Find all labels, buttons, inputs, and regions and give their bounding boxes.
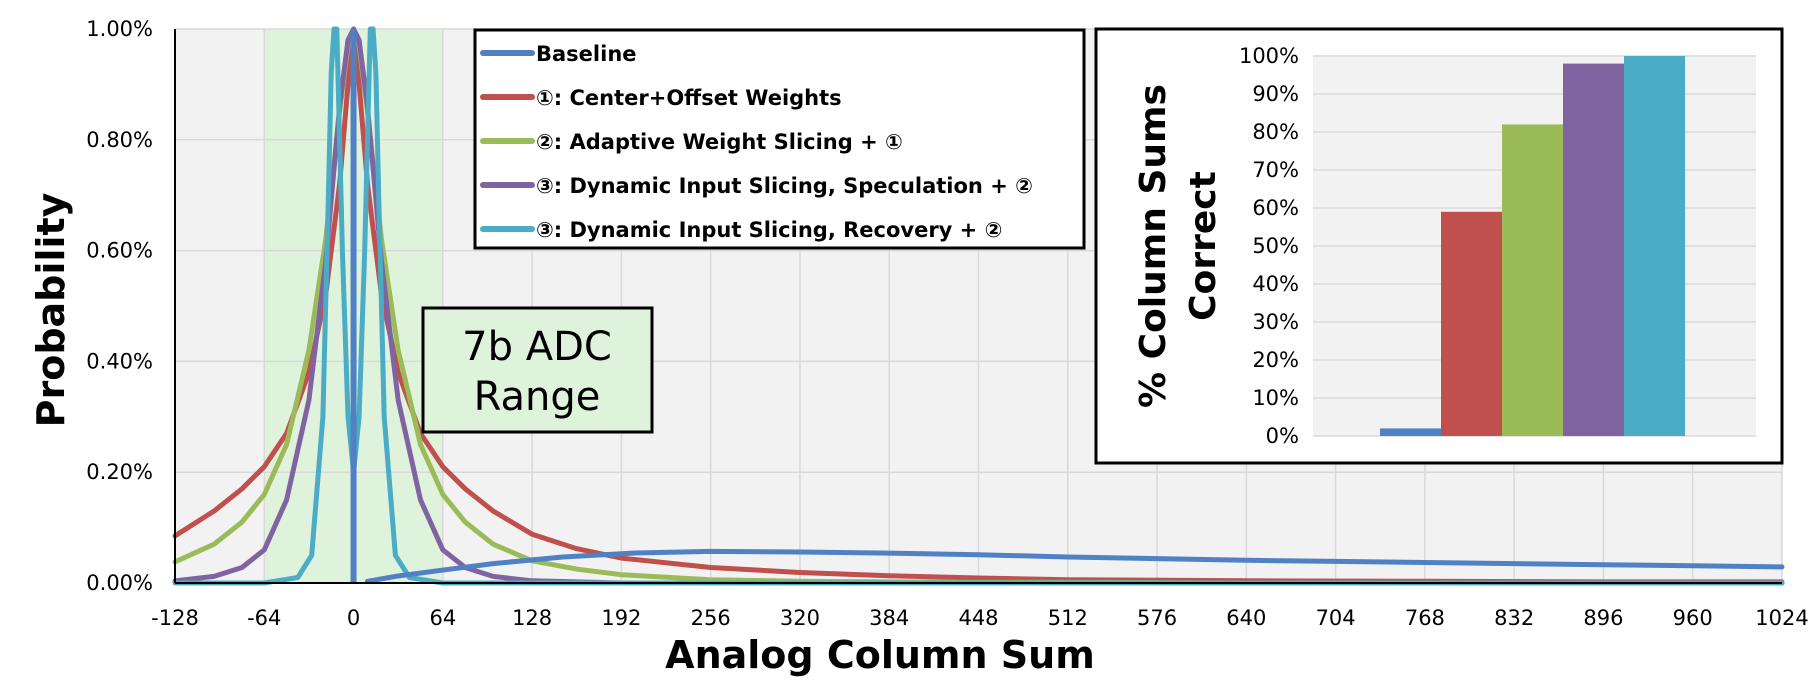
x-tick-label: 896 [1583, 606, 1623, 630]
legend-label: ②: Adaptive Weight Slicing + ① [536, 130, 903, 154]
y-tick-label: 0.60% [86, 239, 153, 263]
inset-y-tick-labels: 0% 10% 20% 30% 40% 50% 60% 70% 80% 90% 100% [1239, 44, 1299, 448]
x-tick-label: 192 [601, 606, 641, 630]
adc-range-box-frame [421, 306, 654, 434]
x-tick-label: 640 [1226, 606, 1266, 630]
y-tick-label: 0.20% [86, 460, 153, 484]
y-tick-label: 0.00% [86, 571, 153, 595]
x-tick-label: 128 [512, 606, 552, 630]
x-tick-label: 0 [347, 606, 360, 630]
legend-label: ③: Dynamic Input Slicing, Speculation + … [536, 174, 1033, 198]
inset-y-tick-label: 100% [1239, 44, 1299, 68]
inset-y-tick-label: 60% [1252, 196, 1299, 220]
x-tick-label: 320 [780, 606, 820, 630]
legend-frame [473, 28, 1086, 250]
inset-y-tick-label: 30% [1252, 310, 1299, 334]
inset-y-tick-label: 40% [1252, 272, 1299, 296]
x-tick-label: 256 [691, 606, 731, 630]
axes [174, 29, 1782, 584]
inset-y-tick-label: 70% [1252, 158, 1299, 182]
inset-bar-0 [1380, 428, 1441, 436]
inset-y-tick-label: 0% [1266, 424, 1299, 448]
x-tick-label: 768 [1405, 606, 1445, 630]
x-tick-labels: -128 -64 0 64 128 192 256 320 384 448 512 576 640 704… [151, 606, 1809, 630]
y-tick-label: 1.00% [86, 17, 153, 41]
inset-bar-1 [1441, 211, 1502, 436]
x-tick-label: 384 [869, 606, 909, 630]
x-tick-label: 64 [429, 606, 456, 630]
inset-bar-3 [1563, 63, 1624, 436]
adc-range-label-line1: 7b ADC [462, 324, 612, 370]
x-tick-label: 1024 [1755, 606, 1808, 630]
inset-bar-4 [1624, 56, 1685, 436]
adc-range-label-line2: Range [474, 374, 601, 420]
inset-y-tick-label: 50% [1252, 234, 1299, 258]
x-tick-label: 832 [1494, 606, 1534, 630]
inset-y-tick-label: 20% [1252, 348, 1299, 372]
x-tick-label: -128 [151, 606, 199, 630]
y-tick-label: 0.40% [86, 349, 153, 373]
legend-label: ①: Center+Offset Weights [536, 86, 842, 110]
inset-y-axis-title-line2: Correct [1183, 171, 1224, 321]
y-tick-label: 0.80% [86, 128, 153, 152]
x-tick-label: 704 [1316, 606, 1356, 630]
adc-range-box: 7b ADC Range [421, 306, 654, 434]
inset-y-tick-label: 10% [1252, 386, 1299, 410]
inset-bar-chart: 0% 10% 20% 30% 40% 50% 60% 70% 80% 90% 100% % Colu… [1094, 27, 1784, 465]
y-tick-labels: 0.00% 0.20% 0.40% 0.60% 0.80% 1.00% [86, 17, 153, 595]
x-tick-label: 576 [1137, 606, 1177, 630]
legend-label: Baseline [536, 42, 637, 66]
y-axis-title: Probability [29, 192, 73, 427]
legend-items: Baseline ①: Center+Offset Weights ②: Adapt… [480, 42, 1033, 242]
inset-bar-2 [1502, 124, 1563, 437]
legend-label: ③: Dynamic Input Slicing, Recovery + ② [536, 218, 1002, 242]
x-tick-label: 512 [1048, 606, 1088, 630]
inset-y-axis-title-line1: % Column Sums [1133, 84, 1174, 408]
series-line-0 [365, 548, 1785, 584]
x-tick-label: 448 [958, 606, 998, 630]
inset-y-tick-label: 90% [1252, 82, 1299, 106]
inset-y-tick-label: 80% [1252, 120, 1299, 144]
x-tick-label: 960 [1673, 606, 1713, 630]
x-axis-title: Analog Column Sum [665, 633, 1095, 677]
inset-bars [1380, 56, 1685, 437]
series-line-1 [172, 26, 1785, 585]
x-tick-label: -64 [247, 606, 281, 630]
legend: Baseline ①: Center+Offset Weights ②: Adapt… [473, 28, 1086, 250]
